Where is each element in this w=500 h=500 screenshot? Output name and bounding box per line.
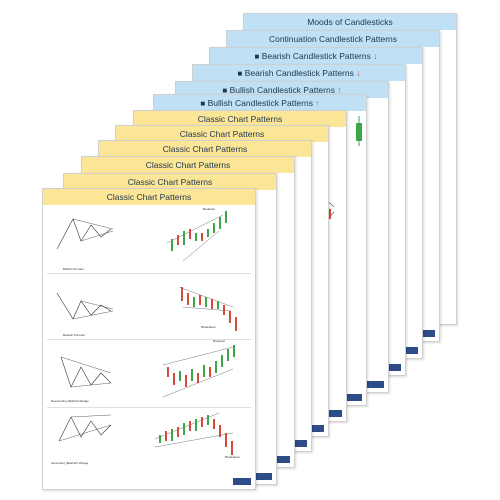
- down-arrow-icon: ↓: [373, 51, 378, 61]
- bear-icon: ■: [237, 69, 243, 78]
- card-title: Moods of Candlesticks: [244, 14, 456, 30]
- logo-badge: [417, 330, 435, 337]
- card-title: Classic Chart Patterns: [82, 157, 294, 173]
- logo-badge: [383, 364, 401, 371]
- logo-badge: [324, 410, 342, 417]
- logo-badge: [289, 440, 307, 447]
- pattern-row: [47, 275, 251, 340]
- bull-icon: ■: [222, 86, 228, 95]
- bullish-pennant-diagram: [56, 211, 237, 455]
- pattern-caption: Bullish Pennant: [63, 267, 84, 271]
- logo-badge: [272, 456, 290, 463]
- card-title: ■ Bullish Candlestick Patterns ↑: [154, 95, 366, 111]
- logo-badge: [400, 347, 418, 354]
- pattern-row: [47, 207, 251, 274]
- up-arrow-icon: ↑: [337, 85, 342, 95]
- card-title: Classic Chart Patterns: [116, 126, 328, 142]
- card-title: ■ Bearish Candlestick Patterns ↓: [210, 48, 422, 64]
- pattern-caption: Bearish Pennant: [63, 333, 86, 337]
- pattern-row: [47, 341, 251, 408]
- card-title: Continuation Candlestick Patterns: [227, 31, 439, 47]
- card-title: Classic Chart Patterns: [43, 189, 255, 205]
- logo-badge: [306, 425, 324, 432]
- pattern-point-label: Breakdown: [201, 325, 217, 329]
- card-title: ■ Bearish Candlestick Patterns ↓: [193, 65, 405, 81]
- logo-badge: [366, 381, 384, 388]
- bear-icon: ■: [254, 52, 260, 61]
- logo-badge: [344, 394, 362, 401]
- down-arrow-icon: ↓: [356, 68, 361, 78]
- pattern-caption: Ascending (Bearish) Wedge: [51, 461, 89, 465]
- pattern-point-label: Breakout: [203, 207, 216, 211]
- card-title: Classic Chart Patterns: [134, 111, 346, 127]
- logo-badge: [254, 473, 272, 480]
- pattern-caption: Descending (Bullish) Wedge: [51, 399, 89, 403]
- pattern-point-label: Breakdown: [225, 455, 241, 459]
- card-title: Classic Chart Patterns: [99, 141, 311, 157]
- card-title: Classic Chart Patterns: [64, 174, 276, 190]
- pattern-point-label: Breakout: [213, 339, 226, 343]
- logo-badge: [233, 478, 251, 485]
- card-classic-patterns-front: Classic Chart Patterns: [42, 188, 256, 490]
- up-arrow-icon: ↑: [315, 98, 320, 108]
- bull-icon: ■: [200, 99, 206, 108]
